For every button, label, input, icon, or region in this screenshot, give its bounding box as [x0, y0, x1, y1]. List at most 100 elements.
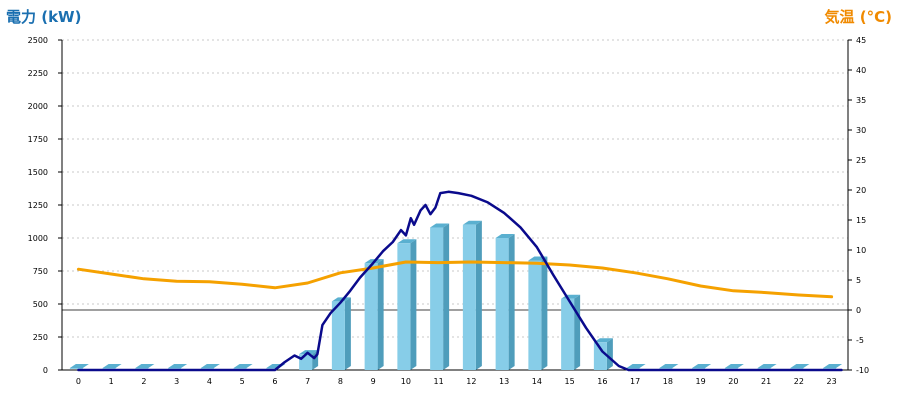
power-bar — [331, 301, 345, 370]
x-tick-label: 14 — [532, 377, 542, 386]
bar-side — [508, 234, 515, 370]
power-bar — [135, 368, 149, 369]
power-line — [77, 190, 843, 372]
right-tick-label: 20 — [856, 186, 866, 195]
left-tick-label: 250 — [33, 333, 48, 342]
bar-top — [724, 364, 744, 368]
right-tick-label: -10 — [856, 366, 869, 375]
x-tick-label: 18 — [663, 377, 673, 386]
power-bar — [200, 368, 214, 369]
bar-side — [443, 223, 450, 370]
power-bar — [790, 368, 804, 369]
x-tick-label: 7 — [305, 377, 310, 386]
x-tick-label: 13 — [499, 377, 509, 386]
bar-top — [135, 364, 155, 368]
power-bar — [69, 368, 83, 369]
power-bar — [430, 227, 444, 370]
bar-side — [377, 259, 384, 370]
x-tick-label: 9 — [371, 377, 376, 386]
x-tick-label: 4 — [207, 377, 212, 386]
power-bar — [266, 368, 280, 369]
bar-top — [692, 364, 712, 368]
x-tick-label: 3 — [174, 377, 179, 386]
bar-top — [102, 364, 122, 368]
right-tick-label: 5 — [856, 276, 861, 285]
bar-top — [462, 220, 482, 225]
bar-side — [606, 338, 613, 370]
x-tick-label: 22 — [794, 377, 804, 386]
right-tick-label: 25 — [856, 156, 866, 165]
right-tick-label: 15 — [856, 216, 866, 225]
right-tick-label: 45 — [856, 36, 866, 45]
bar-top — [168, 364, 188, 368]
x-tick-label: 23 — [827, 377, 837, 386]
left-tick-label: 0 — [43, 366, 48, 375]
bar-top — [757, 364, 777, 368]
right-axis-title: 気温 (°C) — [824, 8, 892, 26]
bar-side — [410, 239, 417, 370]
x-tick-label: 16 — [597, 377, 607, 386]
left-tick-label: 500 — [33, 300, 48, 309]
x-tick-label: 17 — [630, 377, 640, 386]
temperature-line — [76, 260, 834, 299]
x-tick-label: 0 — [76, 377, 81, 386]
left-tick-label: 2000 — [28, 102, 48, 111]
bar-top — [397, 239, 417, 244]
x-tick-label: 10 — [401, 377, 411, 386]
bar-side — [574, 294, 581, 370]
power-bar — [299, 354, 313, 370]
x-tick-label: 20 — [728, 377, 738, 386]
power-bar — [692, 368, 706, 369]
x-tick-label: 8 — [338, 377, 343, 386]
power-bar — [168, 368, 182, 369]
x-tick-label: 19 — [696, 377, 706, 386]
x-tick-label: 5 — [240, 377, 245, 386]
bar-side — [541, 256, 548, 370]
right-tick-label: 0 — [856, 306, 861, 315]
bar-top — [233, 364, 253, 368]
bar-top — [626, 364, 646, 368]
bar-side — [475, 220, 482, 370]
left-tick-label: 1500 — [28, 168, 48, 177]
bar-top — [331, 297, 351, 302]
left-tick-label: 1750 — [28, 135, 48, 144]
bar-top — [495, 234, 515, 238]
power-bar — [495, 238, 509, 370]
left-tick-label: 1250 — [28, 201, 48, 210]
bar-top — [659, 364, 679, 368]
left-axis-title: 電力 (kW) — [6, 8, 82, 26]
left-tick-label: 2500 — [28, 36, 48, 45]
power-bar — [823, 368, 837, 369]
power-bar — [724, 368, 738, 369]
x-tick-label: 1 — [109, 377, 114, 386]
left-tick-label: 750 — [33, 267, 48, 276]
power-bar — [102, 368, 116, 369]
power-bar — [462, 224, 476, 370]
power-bar — [626, 368, 640, 369]
x-tick-label: 12 — [466, 377, 476, 386]
power-bar — [233, 368, 247, 369]
bar-side — [344, 297, 351, 370]
bar-top — [593, 338, 613, 343]
bar-top — [790, 364, 810, 368]
right-tick-label: -5 — [856, 336, 864, 345]
right-tick-label: 10 — [856, 246, 866, 255]
right-tick-label: 30 — [856, 126, 866, 135]
bar-top — [823, 364, 843, 368]
bar-top — [200, 364, 220, 368]
power-bar — [757, 368, 771, 369]
x-tick-label: 11 — [434, 377, 444, 386]
right-tick-label: 40 — [856, 66, 866, 75]
power-bar — [397, 243, 411, 370]
power-bar — [364, 263, 378, 370]
power-bar — [593, 342, 607, 370]
power-bar — [561, 298, 575, 370]
left-tick-label: 2250 — [28, 69, 48, 78]
x-tick-label: 15 — [565, 377, 575, 386]
power-bar — [659, 368, 673, 369]
right-tick-label: 35 — [856, 96, 866, 105]
x-tick-label: 6 — [272, 377, 277, 386]
bar-top — [430, 223, 450, 228]
